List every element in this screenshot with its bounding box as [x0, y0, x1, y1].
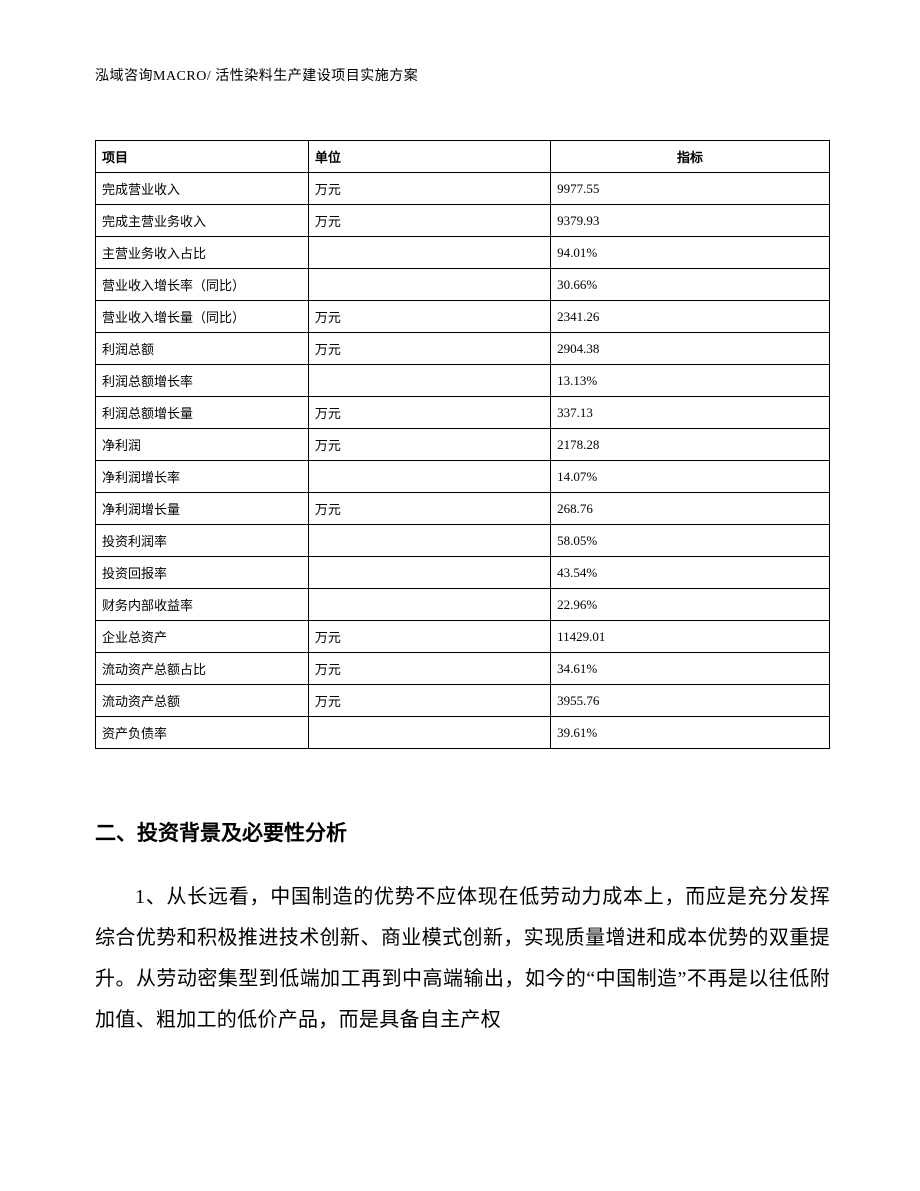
cell-indicator: 14.07%: [551, 461, 830, 493]
cell-indicator: 337.13: [551, 397, 830, 429]
cell-indicator: 30.66%: [551, 269, 830, 301]
table-row: 财务内部收益率 22.96%: [96, 589, 830, 621]
cell-item: 投资回报率: [96, 557, 309, 589]
cell-item: 完成营业收入: [96, 173, 309, 205]
cell-unit: [308, 557, 550, 589]
table-row: 营业收入增长率（同比） 30.66%: [96, 269, 830, 301]
cell-unit: 万元: [308, 653, 550, 685]
financial-table: 项目 单位 指标 完成营业收入万元9977.55完成主营业务收入万元9379.9…: [95, 140, 830, 749]
cell-indicator: 11429.01: [551, 621, 830, 653]
col-header-unit: 单位: [308, 141, 550, 173]
table-row: 净利润增长量万元268.76: [96, 493, 830, 525]
table-row: 营业收入增长量（同比）万元2341.26: [96, 301, 830, 333]
cell-indicator: 2341.26: [551, 301, 830, 333]
table-row: 流动资产总额占比万元34.61%: [96, 653, 830, 685]
cell-unit: [308, 365, 550, 397]
table-row: 企业总资产万元11429.01: [96, 621, 830, 653]
col-header-item: 项目: [96, 141, 309, 173]
cell-item: 营业收入增长率（同比）: [96, 269, 309, 301]
table-row: 净利润增长率 14.07%: [96, 461, 830, 493]
cell-unit: 万元: [308, 493, 550, 525]
cell-indicator: 94.01%: [551, 237, 830, 269]
table-row: 流动资产总额万元3955.76: [96, 685, 830, 717]
table-row: 完成营业收入万元9977.55: [96, 173, 830, 205]
cell-unit: 万元: [308, 621, 550, 653]
cell-unit: 万元: [308, 397, 550, 429]
cell-item: 主营业务收入占比: [96, 237, 309, 269]
table-body: 完成营业收入万元9977.55完成主营业务收入万元9379.93主营业务收入占比…: [96, 173, 830, 749]
cell-unit: 万元: [308, 685, 550, 717]
cell-indicator: 9379.93: [551, 205, 830, 237]
table-row: 资产负债率 39.61%: [96, 717, 830, 749]
cell-indicator: 9977.55: [551, 173, 830, 205]
cell-item: 财务内部收益率: [96, 589, 309, 621]
cell-unit: [308, 237, 550, 269]
cell-unit: [308, 717, 550, 749]
cell-item: 利润总额增长量: [96, 397, 309, 429]
cell-item: 企业总资产: [96, 621, 309, 653]
cell-item: 利润总额增长率: [96, 365, 309, 397]
cell-item: 资产负债率: [96, 717, 309, 749]
cell-indicator: 22.96%: [551, 589, 830, 621]
cell-unit: [308, 269, 550, 301]
page-header: 泓域咨询MACRO/ 活性染料生产建设项目实施方案: [95, 65, 830, 85]
cell-unit: [308, 525, 550, 557]
page: 泓域咨询MACRO/ 活性染料生产建设项目实施方案 项目 单位 指标 完成营业收…: [0, 0, 920, 1191]
cell-item: 营业收入增长量（同比）: [96, 301, 309, 333]
table-header-row: 项目 单位 指标: [96, 141, 830, 173]
table-row: 主营业务收入占比 94.01%: [96, 237, 830, 269]
body-paragraph: 1、从长远看，中国制造的优势不应体现在低劳动力成本上，而应是充分发挥综合优势和积…: [95, 877, 830, 1041]
cell-unit: 万元: [308, 301, 550, 333]
table-row: 净利润万元2178.28: [96, 429, 830, 461]
cell-indicator: 2904.38: [551, 333, 830, 365]
cell-indicator: 268.76: [551, 493, 830, 525]
cell-unit: [308, 461, 550, 493]
cell-indicator: 34.61%: [551, 653, 830, 685]
cell-item: 流动资产总额: [96, 685, 309, 717]
cell-indicator: 58.05%: [551, 525, 830, 557]
table-row: 利润总额增长量万元337.13: [96, 397, 830, 429]
cell-unit: 万元: [308, 333, 550, 365]
cell-unit: 万元: [308, 173, 550, 205]
table-row: 投资利润率 58.05%: [96, 525, 830, 557]
cell-indicator: 13.13%: [551, 365, 830, 397]
section-heading: 二、投资背景及必要性分析: [95, 817, 830, 847]
cell-unit: 万元: [308, 429, 550, 461]
table-row: 投资回报率 43.54%: [96, 557, 830, 589]
cell-indicator: 39.61%: [551, 717, 830, 749]
cell-item: 利润总额: [96, 333, 309, 365]
cell-item: 净利润增长率: [96, 461, 309, 493]
table-row: 利润总额万元2904.38: [96, 333, 830, 365]
col-header-indicator: 指标: [551, 141, 830, 173]
cell-unit: 万元: [308, 205, 550, 237]
table-row: 利润总额增长率 13.13%: [96, 365, 830, 397]
cell-indicator: 3955.76: [551, 685, 830, 717]
table-row: 完成主营业务收入万元9379.93: [96, 205, 830, 237]
cell-indicator: 2178.28: [551, 429, 830, 461]
cell-unit: [308, 589, 550, 621]
cell-item: 净利润: [96, 429, 309, 461]
cell-item: 完成主营业务收入: [96, 205, 309, 237]
cell-item: 净利润增长量: [96, 493, 309, 525]
cell-indicator: 43.54%: [551, 557, 830, 589]
cell-item: 流动资产总额占比: [96, 653, 309, 685]
cell-item: 投资利润率: [96, 525, 309, 557]
